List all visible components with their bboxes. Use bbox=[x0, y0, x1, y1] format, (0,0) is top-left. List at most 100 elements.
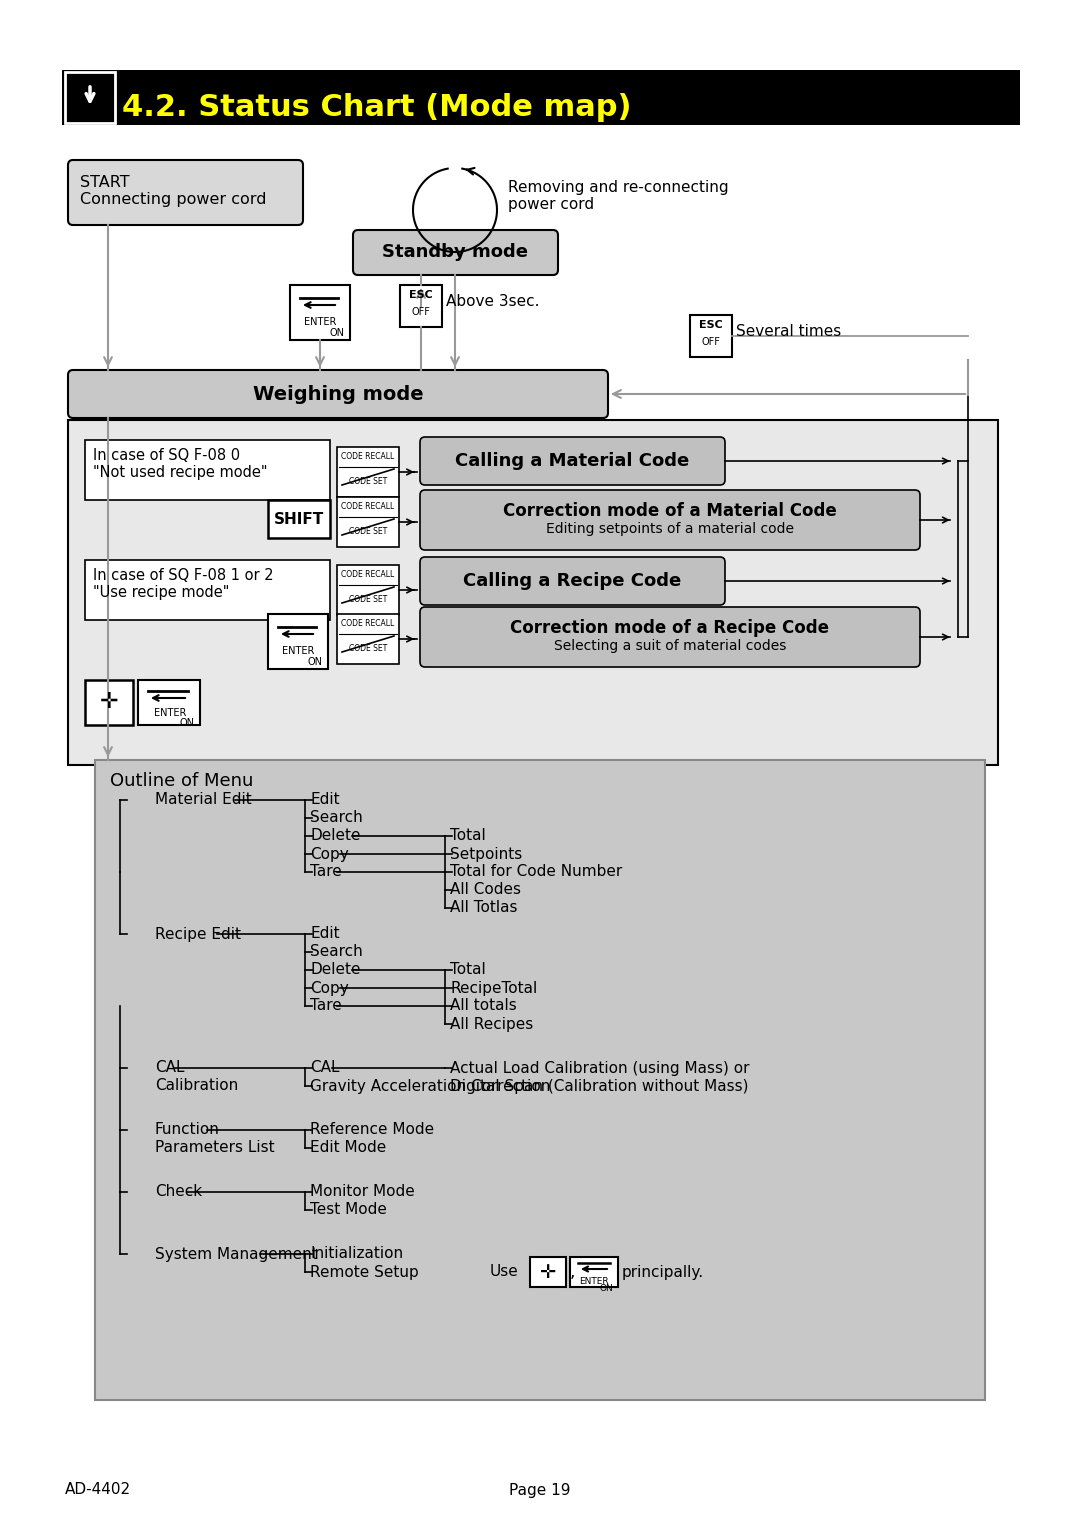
Text: Calibration: Calibration bbox=[156, 1079, 239, 1094]
Text: Several times: Several times bbox=[735, 324, 841, 339]
Bar bbox=[291, 286, 350, 341]
Text: CODE RECALL: CODE RECALL bbox=[341, 503, 394, 510]
Text: CODE SET: CODE SET bbox=[349, 594, 387, 604]
Text: START
Connecting power cord: START Connecting power cord bbox=[80, 176, 267, 208]
Bar bbox=[138, 680, 200, 724]
Text: Above 3sec.: Above 3sec. bbox=[446, 293, 540, 309]
Text: Outline of Menu: Outline of Menu bbox=[110, 772, 254, 790]
FancyBboxPatch shape bbox=[68, 160, 303, 225]
Text: ✛: ✛ bbox=[540, 1262, 556, 1282]
FancyBboxPatch shape bbox=[420, 437, 725, 484]
Text: Copy: Copy bbox=[310, 981, 349, 996]
Text: Edit: Edit bbox=[310, 793, 339, 807]
FancyBboxPatch shape bbox=[353, 231, 558, 275]
Text: ON: ON bbox=[599, 1284, 613, 1293]
Text: Parameters List: Parameters List bbox=[156, 1140, 274, 1155]
Text: Correction mode of a Recipe Code: Correction mode of a Recipe Code bbox=[511, 619, 829, 637]
Text: principally.: principally. bbox=[622, 1265, 704, 1279]
Text: Monitor Mode: Monitor Mode bbox=[310, 1184, 415, 1199]
Bar bbox=[68, 420, 998, 766]
Text: Actual Load Calibration (using Mass) or: Actual Load Calibration (using Mass) or bbox=[450, 1060, 750, 1076]
Text: Digital Span (Calibration without Mass): Digital Span (Calibration without Mass) bbox=[450, 1079, 748, 1094]
Text: 4.2. Status Chart (Mode map): 4.2. Status Chart (Mode map) bbox=[122, 93, 632, 122]
Text: Weighing mode: Weighing mode bbox=[253, 385, 423, 403]
Text: System Management: System Management bbox=[156, 1247, 318, 1262]
Text: ENTER: ENTER bbox=[303, 316, 336, 327]
Text: ON: ON bbox=[180, 718, 195, 727]
Text: AD-4402: AD-4402 bbox=[65, 1482, 131, 1497]
Text: Total: Total bbox=[450, 963, 486, 978]
Text: CODE SET: CODE SET bbox=[349, 477, 387, 486]
Text: Tare: Tare bbox=[310, 998, 341, 1013]
Bar bbox=[85, 440, 330, 500]
Text: ,: , bbox=[570, 1264, 576, 1280]
Text: Edit: Edit bbox=[310, 926, 339, 941]
Text: Calling a Recipe Code: Calling a Recipe Code bbox=[463, 571, 681, 590]
Text: All Totlas: All Totlas bbox=[450, 900, 517, 915]
Text: Recipe Edit: Recipe Edit bbox=[156, 926, 241, 941]
Text: Calling a Material Code: Calling a Material Code bbox=[455, 452, 689, 471]
Text: ✛: ✛ bbox=[99, 692, 119, 712]
Bar bbox=[690, 315, 732, 358]
Text: CODE RECALL: CODE RECALL bbox=[341, 570, 394, 579]
Text: Total: Total bbox=[450, 828, 486, 843]
Bar bbox=[95, 759, 985, 1400]
Text: All totals: All totals bbox=[450, 998, 516, 1013]
Bar bbox=[337, 565, 399, 614]
Bar bbox=[337, 614, 399, 665]
Text: Delete: Delete bbox=[310, 963, 361, 978]
Text: SHIFT: SHIFT bbox=[274, 512, 324, 527]
Text: Test Mode: Test Mode bbox=[310, 1203, 387, 1218]
Text: Use: Use bbox=[490, 1265, 518, 1279]
Text: Delete: Delete bbox=[310, 828, 361, 843]
Text: Total for Code Number: Total for Code Number bbox=[450, 865, 622, 880]
Text: Gravity Acceleration Correction: Gravity Acceleration Correction bbox=[310, 1079, 551, 1094]
Bar bbox=[400, 286, 442, 327]
Bar bbox=[268, 500, 330, 538]
Text: Search: Search bbox=[310, 810, 363, 825]
Text: Tare: Tare bbox=[310, 865, 341, 880]
Bar bbox=[337, 497, 399, 547]
Text: Reference Mode: Reference Mode bbox=[310, 1123, 434, 1137]
Bar bbox=[570, 1258, 618, 1287]
Text: Material Edit: Material Edit bbox=[156, 793, 252, 807]
Bar bbox=[85, 559, 330, 620]
Text: Initialization: Initialization bbox=[310, 1247, 403, 1262]
Text: Editing setpoints of a material code: Editing setpoints of a material code bbox=[546, 523, 794, 536]
Bar bbox=[65, 72, 114, 122]
Text: Function: Function bbox=[156, 1123, 220, 1137]
Text: All Recipes: All Recipes bbox=[450, 1016, 534, 1031]
Text: Standby mode: Standby mode bbox=[382, 243, 528, 261]
Text: OFF: OFF bbox=[702, 338, 720, 347]
Text: Setpoints: Setpoints bbox=[450, 847, 523, 862]
FancyBboxPatch shape bbox=[68, 370, 608, 419]
Bar bbox=[337, 448, 399, 497]
FancyBboxPatch shape bbox=[420, 558, 725, 605]
Text: OFF: OFF bbox=[411, 307, 431, 316]
Text: ENTER: ENTER bbox=[282, 646, 314, 656]
Text: Page 19: Page 19 bbox=[510, 1482, 570, 1497]
Text: CODE RECALL: CODE RECALL bbox=[341, 619, 394, 628]
Text: In case of SQ F-08 1 or 2
"Use recipe mode": In case of SQ F-08 1 or 2 "Use recipe mo… bbox=[93, 568, 273, 601]
Text: Removing and re-connecting
power cord: Removing and re-connecting power cord bbox=[508, 180, 729, 212]
Text: CAL: CAL bbox=[156, 1060, 185, 1076]
Text: All Codes: All Codes bbox=[450, 883, 521, 897]
Text: Search: Search bbox=[310, 944, 363, 960]
Text: Edit Mode: Edit Mode bbox=[310, 1140, 387, 1155]
Text: In case of SQ F-08 0
"Not used recipe mode": In case of SQ F-08 0 "Not used recipe mo… bbox=[93, 448, 268, 480]
Text: Correction mode of a Material Code: Correction mode of a Material Code bbox=[503, 503, 837, 520]
Text: ESC: ESC bbox=[699, 319, 723, 330]
Text: ON: ON bbox=[330, 329, 345, 338]
Bar bbox=[62, 70, 1020, 125]
Bar bbox=[85, 680, 133, 724]
Text: CAL: CAL bbox=[310, 1060, 339, 1076]
Text: CODE RECALL: CODE RECALL bbox=[341, 452, 394, 461]
Bar bbox=[268, 614, 328, 669]
FancyBboxPatch shape bbox=[420, 607, 920, 668]
Text: ENTER: ENTER bbox=[579, 1277, 609, 1287]
Text: ON: ON bbox=[308, 657, 323, 668]
Text: RecipeTotal: RecipeTotal bbox=[450, 981, 537, 996]
Text: Remote Setup: Remote Setup bbox=[310, 1265, 419, 1279]
FancyBboxPatch shape bbox=[420, 490, 920, 550]
Text: CODE SET: CODE SET bbox=[349, 527, 387, 536]
